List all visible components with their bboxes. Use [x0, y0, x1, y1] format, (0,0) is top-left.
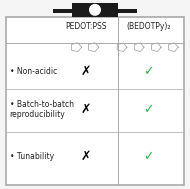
Text: ✓: ✓	[143, 65, 154, 78]
Text: ✗: ✗	[80, 150, 91, 163]
Text: ✓: ✓	[143, 150, 154, 163]
Text: ✓: ✓	[143, 103, 154, 116]
Circle shape	[90, 5, 100, 15]
Text: (BEDOTPy)₂: (BEDOTPy)₂	[126, 22, 170, 31]
Text: PEDOT:PSS: PEDOT:PSS	[65, 22, 106, 31]
FancyBboxPatch shape	[6, 17, 184, 185]
Text: • Non-acidic: • Non-acidic	[10, 67, 57, 76]
Text: ✗: ✗	[80, 103, 91, 116]
FancyBboxPatch shape	[72, 3, 118, 17]
Text: ✗: ✗	[80, 65, 91, 78]
FancyBboxPatch shape	[53, 9, 137, 13]
Text: • Tunability: • Tunability	[10, 152, 54, 161]
Text: • Batch-to-batch
reproducibility: • Batch-to-batch reproducibility	[10, 100, 74, 119]
